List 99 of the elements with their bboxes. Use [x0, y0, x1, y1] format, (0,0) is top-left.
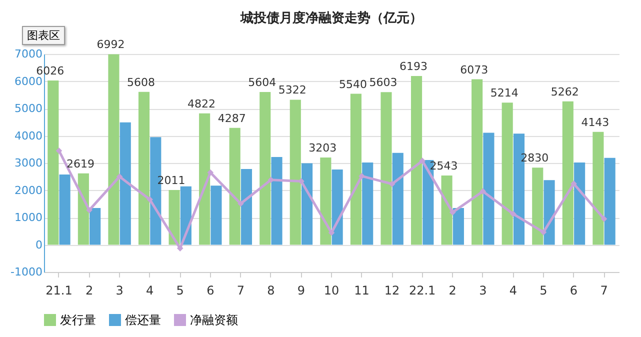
bar: [48, 80, 59, 245]
x-tick-label: 7: [600, 284, 608, 298]
x-tick-label: 4: [509, 284, 517, 298]
bar: [392, 152, 404, 245]
chart-title: 城投债月度净融资走势（亿元）: [240, 10, 422, 26]
bar: [59, 174, 70, 245]
data-label: 2619: [66, 157, 94, 170]
data-label: 5604: [248, 76, 276, 90]
bar: [120, 122, 131, 245]
data-label: 5608: [127, 76, 156, 89]
text: 图表区: [22, 26, 65, 45]
y-tick-label: 2000: [14, 184, 42, 197]
y-tick-label: -1000: [10, 266, 42, 278]
point: [510, 210, 516, 218]
bar: [562, 101, 574, 245]
bar: [452, 208, 464, 245]
x-tick-label: 5: [176, 284, 184, 298]
x-tick-label: 2: [448, 284, 456, 298]
point: [449, 209, 456, 216]
x-tick-label: 2: [85, 284, 94, 298]
legend-label: 净融资额: [190, 313, 238, 327]
point: [570, 180, 577, 187]
x-tick-label: 3: [479, 284, 487, 298]
bar: [229, 128, 240, 245]
bar: [410, 76, 422, 245]
bar: [441, 175, 452, 245]
bar: [472, 79, 483, 245]
bar: [138, 92, 150, 245]
bar: [532, 168, 544, 245]
x-tick-label: 22.1: [408, 284, 436, 298]
bar: [199, 113, 210, 245]
bar: [350, 94, 362, 245]
y-tick-label: 0: [36, 238, 42, 252]
x-tick-label: 8: [267, 284, 275, 298]
data-label: 6193: [400, 60, 428, 73]
data-label: 6992: [96, 38, 125, 52]
point: [207, 169, 214, 176]
point: [600, 216, 608, 222]
point: [540, 229, 547, 236]
bar: [108, 54, 120, 245]
point: [328, 230, 335, 236]
y-tick-label: 5000: [14, 102, 42, 115]
point: [238, 200, 244, 207]
bar: [240, 168, 252, 245]
bar: [90, 208, 101, 245]
data-label: 5603: [369, 76, 398, 90]
x-tick-label: 6: [570, 284, 578, 298]
x-tick-label: 5: [540, 284, 548, 298]
y-tick-label: 1000: [14, 211, 42, 224]
point: [56, 148, 62, 154]
x-tick-label: 7: [236, 284, 244, 298]
x-tick-label: 12: [384, 284, 400, 298]
point: [388, 180, 396, 188]
bar: [320, 157, 332, 245]
point: [146, 196, 153, 203]
x-tick-label: 10: [324, 284, 340, 298]
bar: [574, 162, 586, 245]
data-label: 5322: [278, 84, 306, 97]
x-tick-label: 6: [206, 284, 214, 298]
bar: [483, 132, 494, 245]
point: [116, 173, 123, 180]
bar: [362, 162, 374, 245]
bar: [271, 157, 282, 245]
data-label: 5540: [338, 78, 367, 91]
y-tick-label: 4000: [14, 129, 42, 142]
legend-label: 偿还量: [125, 313, 161, 327]
bar: [380, 92, 392, 245]
bar: [78, 173, 89, 245]
x-tick-label: 4: [146, 284, 154, 298]
bar: [210, 186, 222, 245]
y-tick-label: 6000: [14, 74, 42, 88]
x-tick-label: 9: [297, 284, 306, 298]
point: [358, 172, 365, 180]
legend-label: 发行量: [60, 313, 96, 327]
data-label: 6073: [460, 63, 488, 76]
bar: [544, 180, 555, 245]
bar: [302, 163, 313, 245]
bar: [290, 100, 301, 245]
point: [480, 188, 486, 194]
bar: [592, 132, 604, 245]
point: [86, 206, 92, 214]
bar: [168, 190, 180, 245]
point: [176, 245, 184, 252]
x-tick-label: 3: [116, 284, 124, 298]
data-label: 4143: [581, 116, 610, 129]
data-label: 4287: [218, 112, 246, 125]
data-label: 5214: [490, 86, 518, 100]
data-label: 4822: [188, 97, 216, 110]
bar: [604, 158, 616, 245]
y-tick-label: 3000: [14, 156, 42, 170]
x-tick-label: 11: [354, 284, 370, 298]
bar: [260, 92, 271, 245]
bar: [502, 102, 513, 245]
bar: [332, 170, 343, 245]
y-tick-label: 7000: [14, 48, 42, 60]
data-label: 5262: [550, 85, 579, 98]
x-tick-label: 21.1: [46, 284, 72, 298]
data-label: 3203: [308, 141, 337, 154]
point: [419, 158, 426, 164]
